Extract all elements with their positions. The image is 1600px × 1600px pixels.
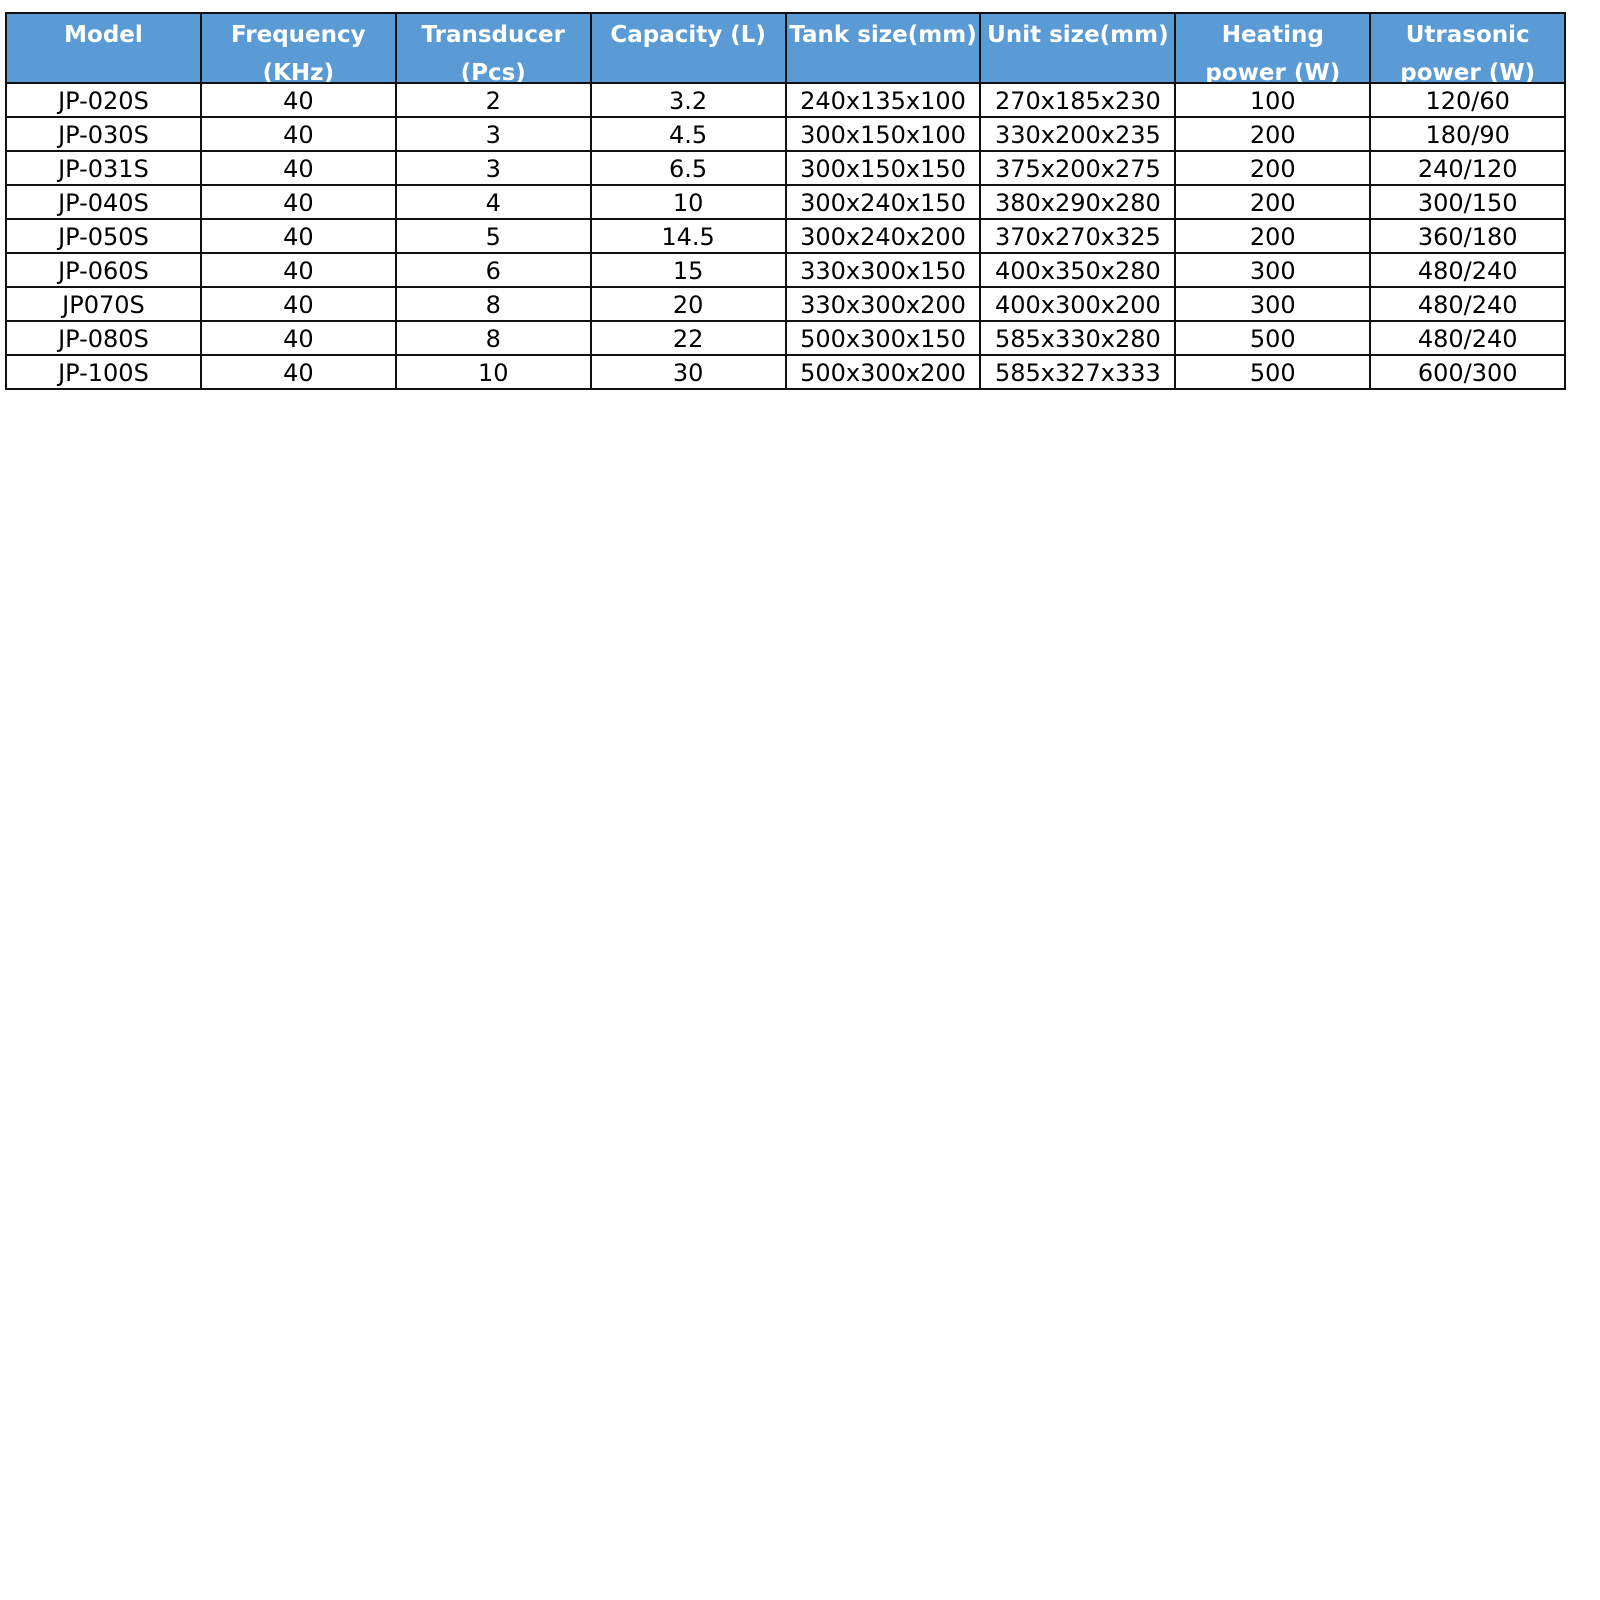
- table-cell: 2: [394, 82, 592, 118]
- column-header: Utrasonic power (W): [1369, 12, 1567, 84]
- table-cell: 3: [394, 116, 592, 152]
- column-header-label: Heating power (W): [1205, 22, 1341, 82]
- table-cell: 270x185x230: [979, 82, 1177, 118]
- spec-table: Model Frequency (KHz) Transducer (Pcs) Capa…: [5, 12, 1567, 390]
- table-row: JP-020S 40 2 3.2 240x135x100 270x185x230 100 12…: [5, 82, 1567, 118]
- table-cell: 4: [394, 184, 592, 220]
- table-cell: 10: [394, 354, 592, 390]
- table-cell: 10: [589, 184, 787, 220]
- table-row: JP-060S 40 6 15 330x300x150 400x350x280 300 480…: [5, 252, 1567, 288]
- table-cell: 300x240x200: [784, 218, 982, 254]
- column-header-label: Utrasonic power (W): [1400, 22, 1536, 82]
- table-cell: 22: [589, 320, 787, 356]
- table-cell: 8: [394, 320, 592, 356]
- table-cell: 480/240: [1369, 252, 1567, 288]
- column-header-label: Unit size(mm): [987, 22, 1169, 48]
- table-cell: 40: [199, 320, 397, 356]
- table-cell: JP-031S: [5, 150, 202, 186]
- table-cell: 4.5: [589, 116, 787, 152]
- table-cell: 300x150x150: [784, 150, 982, 186]
- table-cell: JP-040S: [5, 184, 202, 220]
- table-cell: 200: [1174, 116, 1372, 152]
- table-cell: 585x327x333: [979, 354, 1177, 390]
- table-cell: 40: [199, 184, 397, 220]
- column-header-label: Transducer (Pcs): [421, 22, 565, 82]
- column-header: Model: [5, 12, 202, 84]
- column-header-label: Model: [64, 22, 143, 48]
- table-cell: 300x150x100: [784, 116, 982, 152]
- table-cell: 600/300: [1369, 354, 1567, 390]
- table-cell: 400x300x200: [979, 286, 1177, 322]
- table-cell: 480/240: [1369, 286, 1567, 322]
- table-cell: 40: [199, 354, 397, 390]
- table-cell: 200: [1174, 184, 1372, 220]
- column-header: Frequency (KHz): [199, 12, 397, 84]
- table-cell: 500: [1174, 354, 1372, 390]
- table-cell: 3.2: [589, 82, 787, 118]
- table-cell: JP-080S: [5, 320, 202, 356]
- table-cell: 40: [199, 286, 397, 322]
- column-header: Unit size(mm): [979, 12, 1177, 84]
- table-cell: 240x135x100: [784, 82, 982, 118]
- column-header: Capacity (L): [589, 12, 787, 84]
- table-cell: 180/90: [1369, 116, 1567, 152]
- table-cell: 500: [1174, 320, 1372, 356]
- column-header-label: Capacity (L): [610, 22, 766, 48]
- table-cell: JP070S: [5, 286, 202, 322]
- table-cell: 5: [394, 218, 592, 254]
- table-cell: 6: [394, 252, 592, 288]
- column-header: Tank size(mm): [784, 12, 982, 84]
- table-cell: 380x290x280: [979, 184, 1177, 220]
- table-cell: 14.5: [589, 218, 787, 254]
- column-header-label: Frequency (KHz): [231, 22, 366, 82]
- column-header-label: Tank size(mm): [789, 22, 977, 48]
- table-cell: JP-020S: [5, 82, 202, 118]
- header-row: Model Frequency (KHz) Transducer (Pcs) Capa…: [5, 12, 1567, 84]
- table-cell: 120/60: [1369, 82, 1567, 118]
- table-cell: 300: [1174, 286, 1372, 322]
- table-cell: 20: [589, 286, 787, 322]
- table-cell: JP-100S: [5, 354, 202, 390]
- table-row: JP-080S 40 8 22 500x300x150 585x330x280 500 480…: [5, 320, 1567, 356]
- table-cell: 400x350x280: [979, 252, 1177, 288]
- table-cell: 360/180: [1369, 218, 1567, 254]
- table-cell: 40: [199, 150, 397, 186]
- table-cell: 300x240x150: [784, 184, 982, 220]
- table-cell: 6.5: [589, 150, 787, 186]
- table-cell: 300: [1174, 252, 1372, 288]
- table-cell: 330x300x150: [784, 252, 982, 288]
- table-cell: 40: [199, 252, 397, 288]
- column-header: Heating power (W): [1174, 12, 1372, 84]
- table-cell: 15: [589, 252, 787, 288]
- table-cell: 585x330x280: [979, 320, 1177, 356]
- table-row: JP-100S 40 10 30 500x300x200 585x327x333 500 60…: [5, 354, 1567, 390]
- table-cell: 500x300x200: [784, 354, 982, 390]
- table-cell: JP-050S: [5, 218, 202, 254]
- table-cell: 200: [1174, 150, 1372, 186]
- table-cell: 3: [394, 150, 592, 186]
- table-cell: 375x200x275: [979, 150, 1177, 186]
- table-cell: 100: [1174, 82, 1372, 118]
- table-row: JP-031S 40 3 6.5 300x150x150 375x200x275 200 24…: [5, 150, 1567, 186]
- table-cell: 300/150: [1369, 184, 1567, 220]
- table-cell: 8: [394, 286, 592, 322]
- table-cell: 330x200x235: [979, 116, 1177, 152]
- table-cell: 480/240: [1369, 320, 1567, 356]
- table-cell: 40: [199, 116, 397, 152]
- table-cell: JP-060S: [5, 252, 202, 288]
- table-row: JP070S 40 8 20 330x300x200 400x300x200 300 480/…: [5, 286, 1567, 322]
- table-cell: 40: [199, 218, 397, 254]
- table-row: JP-050S 40 5 14.5 300x240x200 370x270x325 200 3…: [5, 218, 1567, 254]
- table-row: JP-040S 40 4 10 300x240x150 380x290x280 200 300…: [5, 184, 1567, 220]
- table-cell: 370x270x325: [979, 218, 1177, 254]
- table-cell: 240/120: [1369, 150, 1567, 186]
- table-cell: 30: [589, 354, 787, 390]
- table-cell: 200: [1174, 218, 1372, 254]
- table-cell: 500x300x150: [784, 320, 982, 356]
- table-cell: JP-030S: [5, 116, 202, 152]
- column-header: Transducer (Pcs): [394, 12, 592, 84]
- table-cell: 330x300x200: [784, 286, 982, 322]
- table-row: JP-030S 40 3 4.5 300x150x100 330x200x235 200 18…: [5, 116, 1567, 152]
- table-cell: 40: [199, 82, 397, 118]
